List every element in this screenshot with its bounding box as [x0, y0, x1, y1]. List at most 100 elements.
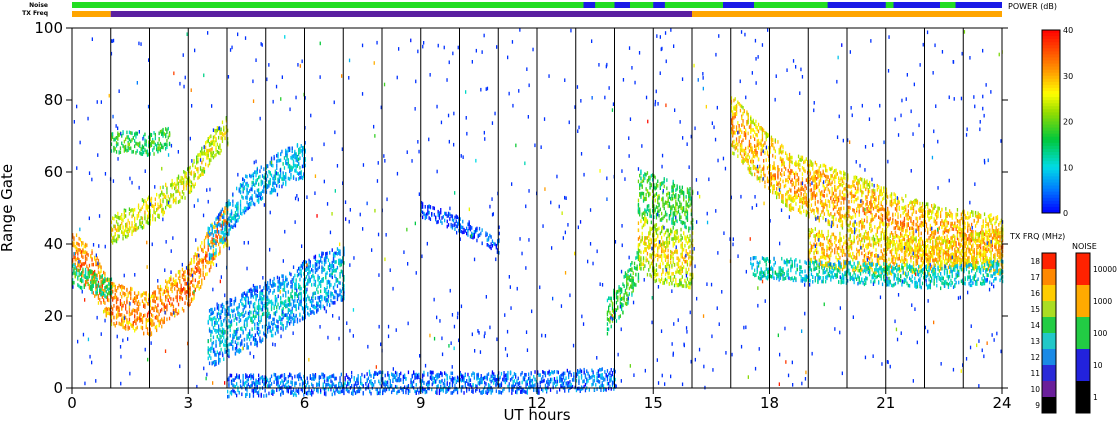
- echo-cell: [258, 299, 260, 303]
- echo-cell: [326, 255, 328, 259]
- echo-cell: [329, 273, 331, 278]
- echo-cell: [334, 269, 336, 273]
- echo-cell: [134, 144, 136, 149]
- echo-cell: [654, 223, 656, 228]
- echo-cell: [152, 314, 154, 318]
- echo-cell: [91, 270, 93, 274]
- echo-cell: [122, 130, 124, 134]
- echo-cell: [329, 303, 331, 307]
- echo-cell: [800, 158, 802, 162]
- echo-feature-band-E: [207, 246, 345, 367]
- echo-cell: [797, 178, 800, 182]
- echo-cell: [283, 300, 286, 304]
- echo-cell: [126, 300, 128, 305]
- echo-cell: [168, 280, 171, 284]
- echo-cell: [170, 282, 172, 287]
- echo-cell: [666, 178, 668, 182]
- echo-cell: [221, 215, 224, 219]
- echo-cell: [655, 253, 658, 257]
- echo-cell: [127, 218, 129, 223]
- echo-cell: [81, 250, 83, 254]
- echo-cell: [234, 210, 237, 215]
- echo-cell: [343, 296, 345, 301]
- echo-cell: [118, 228, 120, 232]
- echo-cell: [91, 279, 93, 283]
- echo-cell: [666, 255, 668, 259]
- echo-cell: [268, 184, 270, 188]
- echo-cell: [72, 271, 74, 276]
- echo-cell: [747, 131, 749, 136]
- echo-cell: [256, 170, 258, 175]
- echo-cell: [675, 248, 677, 252]
- echo-cell: [658, 226, 660, 231]
- echo-cell: [149, 328, 151, 332]
- echo-cell: [652, 247, 654, 251]
- echo-cell: [258, 322, 260, 327]
- echo-cell: [685, 215, 687, 220]
- echo-cell: [229, 328, 231, 332]
- echo-cell: [251, 194, 253, 198]
- echo-cell: [282, 293, 284, 298]
- echo-cell: [672, 256, 674, 261]
- echo-cell: [86, 264, 88, 269]
- echo-cell: [153, 140, 155, 145]
- echo-cell: [630, 284, 632, 289]
- echo-cell: [199, 285, 202, 289]
- echo-cell: [752, 128, 754, 132]
- echo-cell: [252, 288, 255, 292]
- echo-cell: [134, 300, 136, 305]
- echo-cell: [639, 242, 641, 247]
- echo-cell: [170, 204, 172, 209]
- echo-cell: [764, 173, 766, 178]
- echo-cell: [295, 169, 297, 173]
- echo-cell: [95, 287, 97, 292]
- echo-cell: [342, 256, 344, 260]
- echo-cell: [683, 190, 685, 195]
- echo-cell: [183, 184, 185, 189]
- echo-cell: [269, 300, 271, 304]
- echo-cell: [649, 192, 651, 196]
- echo-cell: [158, 323, 160, 327]
- echo-cell: [243, 210, 246, 215]
- echo-cell: [99, 276, 101, 280]
- echo-cell: [676, 249, 678, 254]
- echo-cell: [177, 270, 180, 274]
- echo-cell: [220, 209, 222, 214]
- echo-cell: [188, 291, 190, 295]
- echo-cell: [277, 177, 279, 182]
- echo-cell: [649, 237, 651, 242]
- echo-cell: [296, 164, 299, 168]
- echo-cell: [305, 304, 308, 308]
- echo-cell: [787, 194, 789, 199]
- echo-cell: [756, 127, 758, 132]
- echo-cell: [662, 249, 664, 254]
- echo-cell: [115, 239, 118, 244]
- echo-cell: [645, 197, 647, 201]
- echo-cell: [189, 292, 191, 297]
- echo-cell: [662, 270, 664, 274]
- echo-cell: [622, 303, 624, 307]
- echo-cell: [239, 199, 242, 204]
- echo-cell: [786, 153, 788, 158]
- echo-cell: [614, 315, 616, 319]
- echo-cell: [125, 137, 127, 142]
- echo-cell: [304, 260, 306, 264]
- echo-cell: [245, 174, 247, 178]
- echo-cell: [272, 322, 274, 327]
- echo-cell: [667, 275, 669, 279]
- echo-cell: [280, 316, 282, 320]
- echo-cell: [73, 271, 75, 275]
- echo-cell: [642, 267, 645, 271]
- echo-cell: [274, 173, 277, 178]
- echo-cell: [156, 307, 158, 312]
- echo-cell: [606, 331, 609, 336]
- echo-cell: [270, 302, 273, 306]
- echo-cell: [237, 206, 239, 210]
- echo-cell: [239, 185, 242, 190]
- echo-cell: [202, 166, 204, 171]
- echo-cell: [180, 179, 182, 183]
- echo-cell: [340, 296, 342, 300]
- echo-cell: [197, 153, 199, 157]
- echo-cell: [294, 304, 296, 308]
- echo-cell: [212, 150, 215, 155]
